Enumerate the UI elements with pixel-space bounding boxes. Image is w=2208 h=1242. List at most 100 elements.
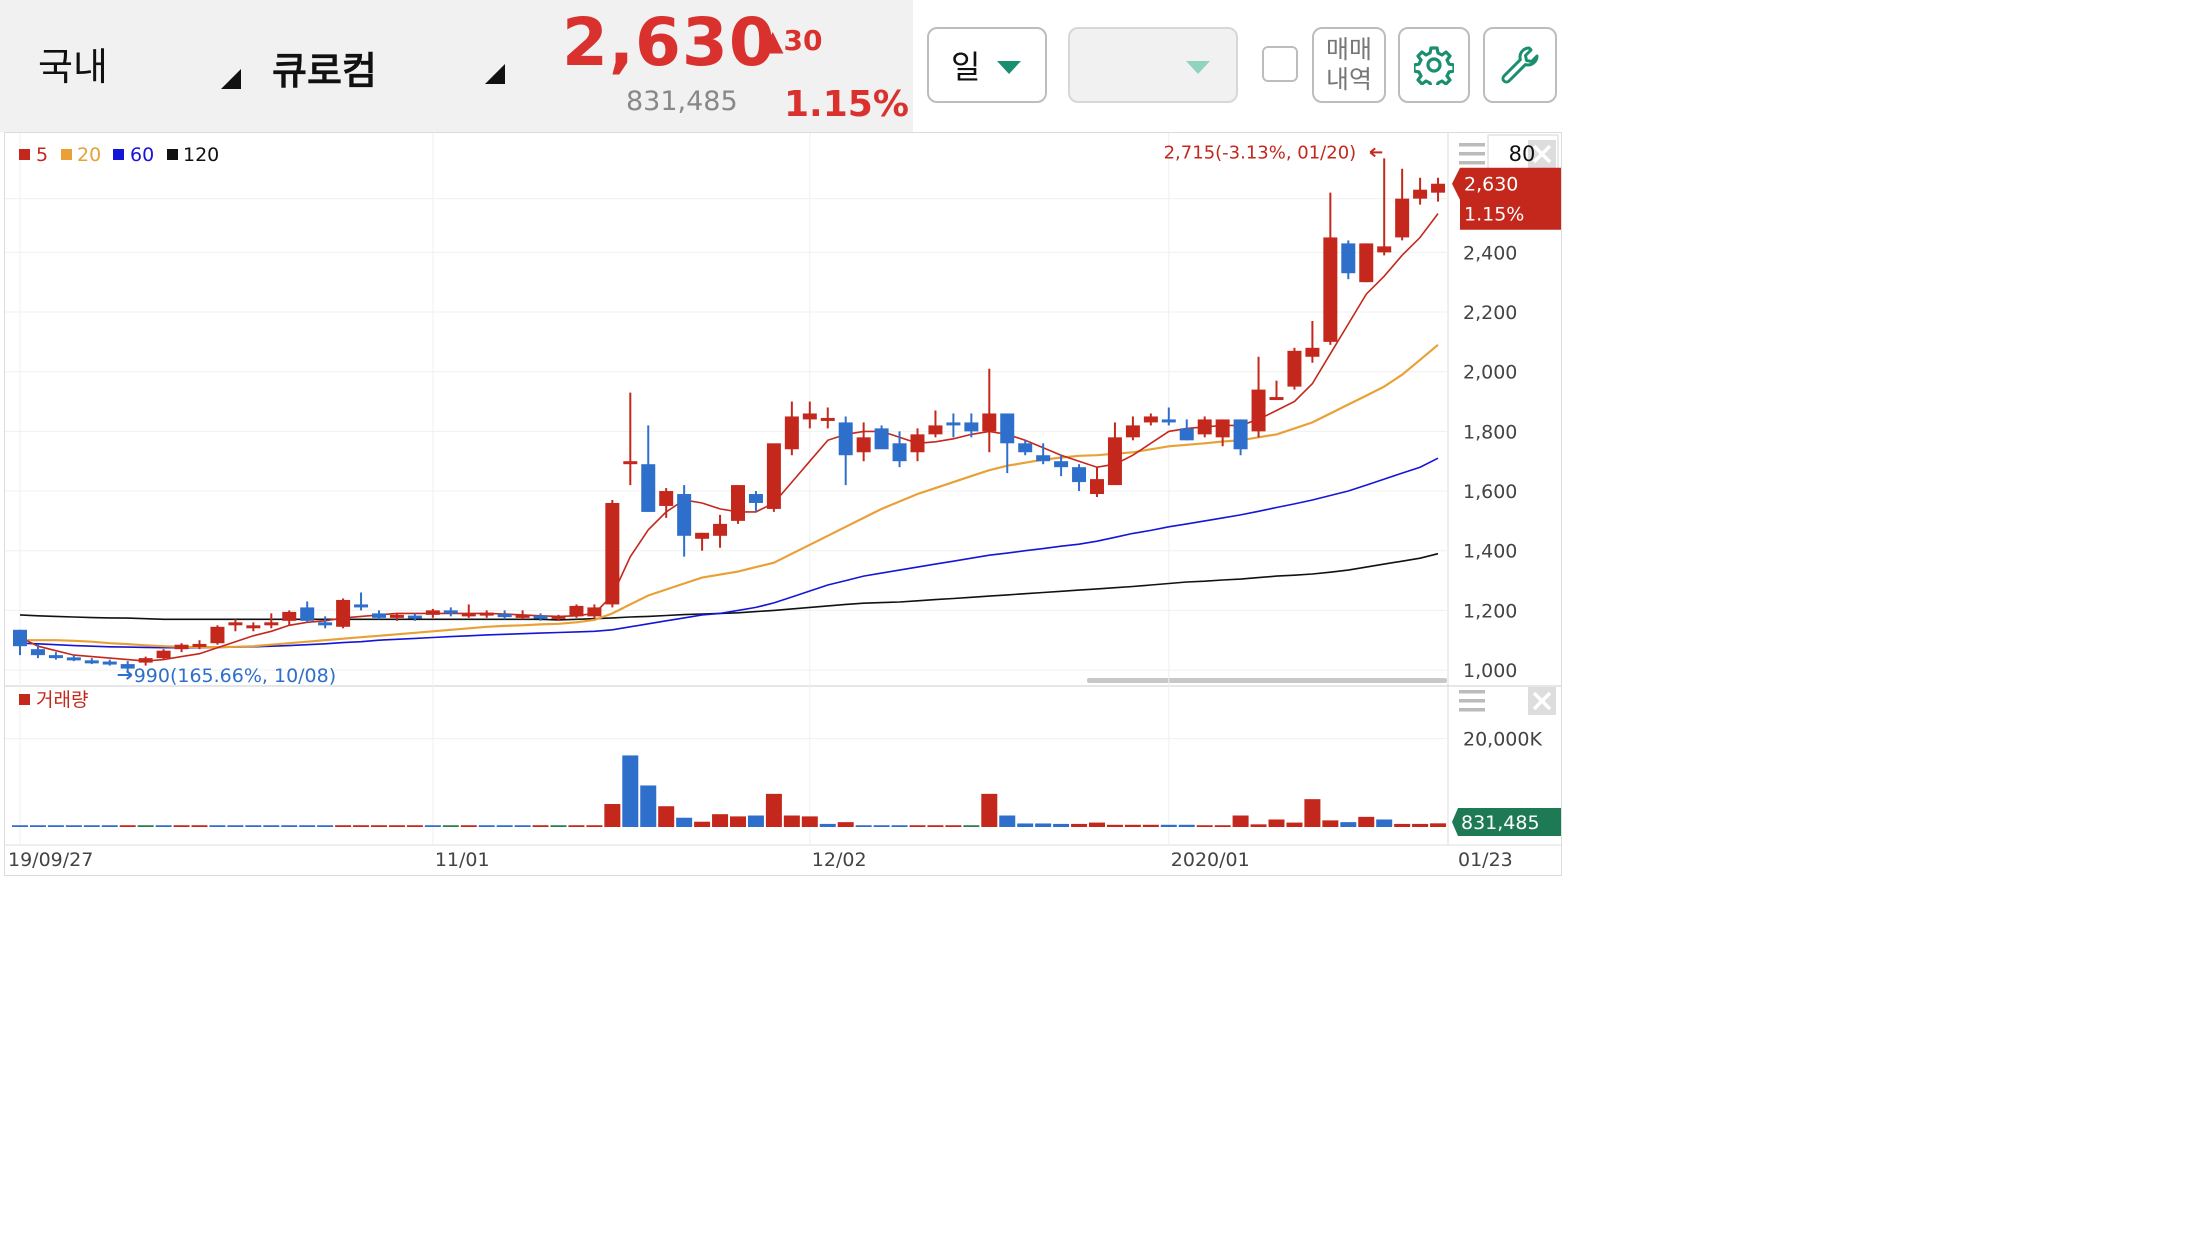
- price-tick-label: 2,400: [1463, 242, 1517, 264]
- candle-body: [282, 611, 297, 621]
- volume-bar: [1089, 822, 1105, 827]
- series-line-ma20: [20, 343, 1439, 649]
- volume-tick-label: 20,000K: [1463, 729, 1542, 751]
- volume-bar: [496, 825, 513, 827]
- candle-body: [13, 629, 27, 647]
- volume-bar: [945, 825, 962, 827]
- volume-bar: [1340, 822, 1357, 827]
- volume-bar: [891, 825, 908, 827]
- volume-bar: [335, 825, 352, 827]
- candle-body: [784, 416, 799, 450]
- close-icon[interactable]: [1528, 687, 1556, 715]
- candle-body: [731, 485, 745, 521]
- trade-history-label-line1: 매매: [1325, 35, 1372, 64]
- candle-body: [1036, 455, 1051, 462]
- volume-bar: [604, 804, 621, 827]
- tools-button[interactable]: [1483, 27, 1557, 103]
- candle-body: [1269, 397, 1284, 401]
- volume-bar: [1322, 820, 1339, 827]
- volume-bar: [155, 825, 172, 827]
- volume-bar: [963, 825, 980, 827]
- high-annotation: 2,715(-3.13%, 01/20): [1164, 142, 1357, 163]
- arrow-right-icon: [117, 670, 133, 680]
- option-checkbox[interactable]: [1262, 46, 1298, 82]
- volume-bar: [1430, 823, 1447, 827]
- volume-bar: [712, 814, 729, 827]
- stock-dropdown-indicator[interactable]: [485, 64, 505, 84]
- volume-bar: [1250, 824, 1267, 827]
- candle-body: [1000, 413, 1015, 444]
- volume-bar: [1106, 824, 1123, 827]
- volume-bar: [83, 825, 100, 827]
- trade-history-label-line2: 내역: [1325, 65, 1372, 94]
- current-price: 2,630: [562, 4, 776, 81]
- candle-body: [300, 607, 315, 621]
- price-chart[interactable]: 5 20 60 120 80 거래량 2,400 2,200 2,000 1,800 1…: [0, 0, 1568, 878]
- market-dropdown-indicator[interactable]: [221, 69, 241, 89]
- volume-bar: [730, 816, 746, 827]
- period-dropdown[interactable]: 일: [927, 27, 1047, 103]
- volume-bar: [622, 755, 639, 827]
- candle-body: [1341, 243, 1356, 274]
- price-tick-label: 2,000: [1463, 362, 1517, 384]
- candle-body: [533, 615, 548, 619]
- last-price-label: 2,630: [1464, 174, 1518, 196]
- candle-body: [515, 614, 530, 618]
- volume-bar: [478, 825, 495, 827]
- candle-body: [336, 599, 351, 627]
- candle-body: [892, 443, 907, 462]
- candle-body: [982, 413, 997, 432]
- volume-panel-menu-icon[interactable]: [1459, 690, 1485, 712]
- legend-swatch-ma20: [61, 149, 72, 160]
- candle-body: [461, 613, 476, 617]
- volume-bar: [999, 815, 1016, 827]
- volume-bar: [424, 825, 441, 827]
- volume-bar: [676, 817, 693, 827]
- volume-bar: [550, 825, 567, 827]
- candle-body: [695, 532, 710, 539]
- price-tick-label: 1,800: [1463, 421, 1517, 443]
- candle-body: [228, 622, 243, 626]
- period-label: 일: [951, 48, 981, 86]
- close-icon[interactable]: [1528, 140, 1556, 168]
- settings-button[interactable]: [1398, 27, 1470, 103]
- trade-history-button[interactable]: 매매 내역: [1312, 27, 1386, 103]
- volume-bar: [442, 825, 459, 827]
- price-tick-label: 2,200: [1463, 302, 1517, 324]
- candle-body: [1215, 419, 1230, 438]
- volume-bar: [801, 816, 818, 827]
- legend-swatch-ma60: [113, 149, 124, 160]
- candle-body: [874, 428, 889, 450]
- time-tick-label: 19/09/27: [8, 849, 93, 871]
- time-tick-label: 11/01: [435, 849, 490, 871]
- candle-body: [156, 650, 171, 659]
- candle-body: [1359, 243, 1374, 283]
- candle-body: [389, 614, 404, 618]
- chart-frame: [4, 132, 1562, 876]
- volume-bar: [1394, 823, 1411, 827]
- volume-bar: [1124, 824, 1141, 827]
- candle-body: [1090, 479, 1104, 495]
- volume-bar: [245, 825, 262, 827]
- last-pct-label: 1.15%: [1464, 204, 1524, 226]
- price-panel-menu-icon[interactable]: [1459, 143, 1485, 165]
- market-selector-label[interactable]: 국내: [38, 45, 108, 89]
- volume-bar: [1304, 799, 1321, 827]
- indicator-dropdown[interactable]: [1068, 27, 1238, 103]
- volume-bar: [1071, 823, 1088, 827]
- volume-bar: [227, 825, 244, 827]
- legend-ma120: 120: [183, 144, 219, 166]
- volume-bar: [1053, 823, 1070, 827]
- candle-body: [264, 622, 279, 626]
- candle-body: [677, 494, 692, 536]
- volume-bar: [1232, 815, 1249, 827]
- volume-bar: [101, 825, 118, 827]
- chart-scrollbar[interactable]: [1087, 678, 1447, 683]
- low-annotation: 990(165.66%, 10/08): [134, 665, 336, 687]
- volume-bar: [460, 825, 477, 827]
- stock-name[interactable]: 큐로컴: [272, 49, 377, 93]
- price-axis-labels: 2,400 2,200 2,000 1,800 1,600 1,400 1,200 1,000…: [1463, 242, 1542, 750]
- volume-bar: [1214, 825, 1231, 827]
- candle-body: [1287, 350, 1302, 387]
- candle-body: [605, 502, 620, 605]
